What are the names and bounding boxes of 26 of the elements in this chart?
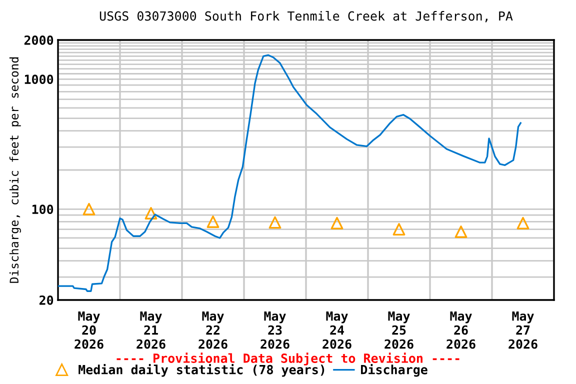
x-tick-label: May 20 2026 (74, 311, 104, 349)
legend-label: Discharge (361, 364, 428, 377)
x-tick-label: May 22 2026 (198, 311, 228, 349)
point (516, 216, 530, 230)
x-tick-label: May 27 2026 (508, 311, 538, 349)
x-tick-label: May 24 2026 (322, 311, 352, 349)
point (330, 216, 344, 230)
y-tick-label: 100 (32, 204, 54, 214)
point (454, 226, 468, 238)
point (144, 207, 158, 220)
line-series (58, 54, 522, 292)
x-tick-label: May 25 2026 (384, 311, 414, 349)
text: ---- Provisional Data Subject to Revision ---- (116, 352, 460, 366)
point (206, 216, 220, 228)
point (392, 223, 406, 236)
point (268, 216, 282, 229)
x-tick-label: May 26 2026 (446, 311, 476, 349)
chart-title: USGS 03073000 South Fork Tenmile Creek at Jefferson, PA (100, 10, 513, 22)
y-axis-title: Discharge, cubic feet per second (9, 57, 21, 283)
point (82, 202, 96, 216)
x-tick-label: May 23 2026 (260, 311, 290, 349)
y-tick-label: 20 (39, 295, 54, 305)
y-tick-label: 1000 (24, 74, 54, 84)
y-tick-label: 2000 (24, 35, 54, 45)
x-tick-label: May 21 2026 (136, 311, 166, 349)
legend-label: Median daily statistic (78 years) (78, 364, 324, 377)
